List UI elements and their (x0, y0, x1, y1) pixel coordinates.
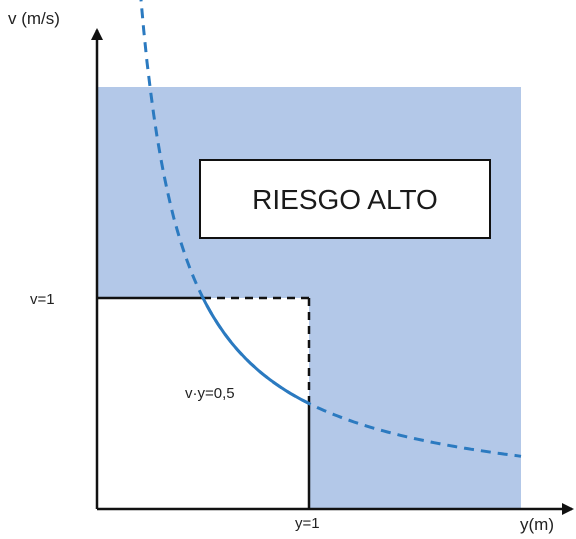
y-tick-label: y=1 (295, 515, 320, 532)
curve-solid-segment (201, 297, 310, 405)
curve-label: v·y=0,5 (185, 385, 235, 402)
x-axis-label: y(m) (520, 515, 554, 534)
curve-dashed (139, 0, 522, 458)
v-tick-label: v=1 (30, 291, 55, 308)
y-axis-label: v (m/s) (8, 9, 60, 28)
risk-label: RIESGO ALTO (252, 184, 438, 215)
risk-label-box (199, 159, 491, 239)
safe-area (97, 298, 309, 509)
